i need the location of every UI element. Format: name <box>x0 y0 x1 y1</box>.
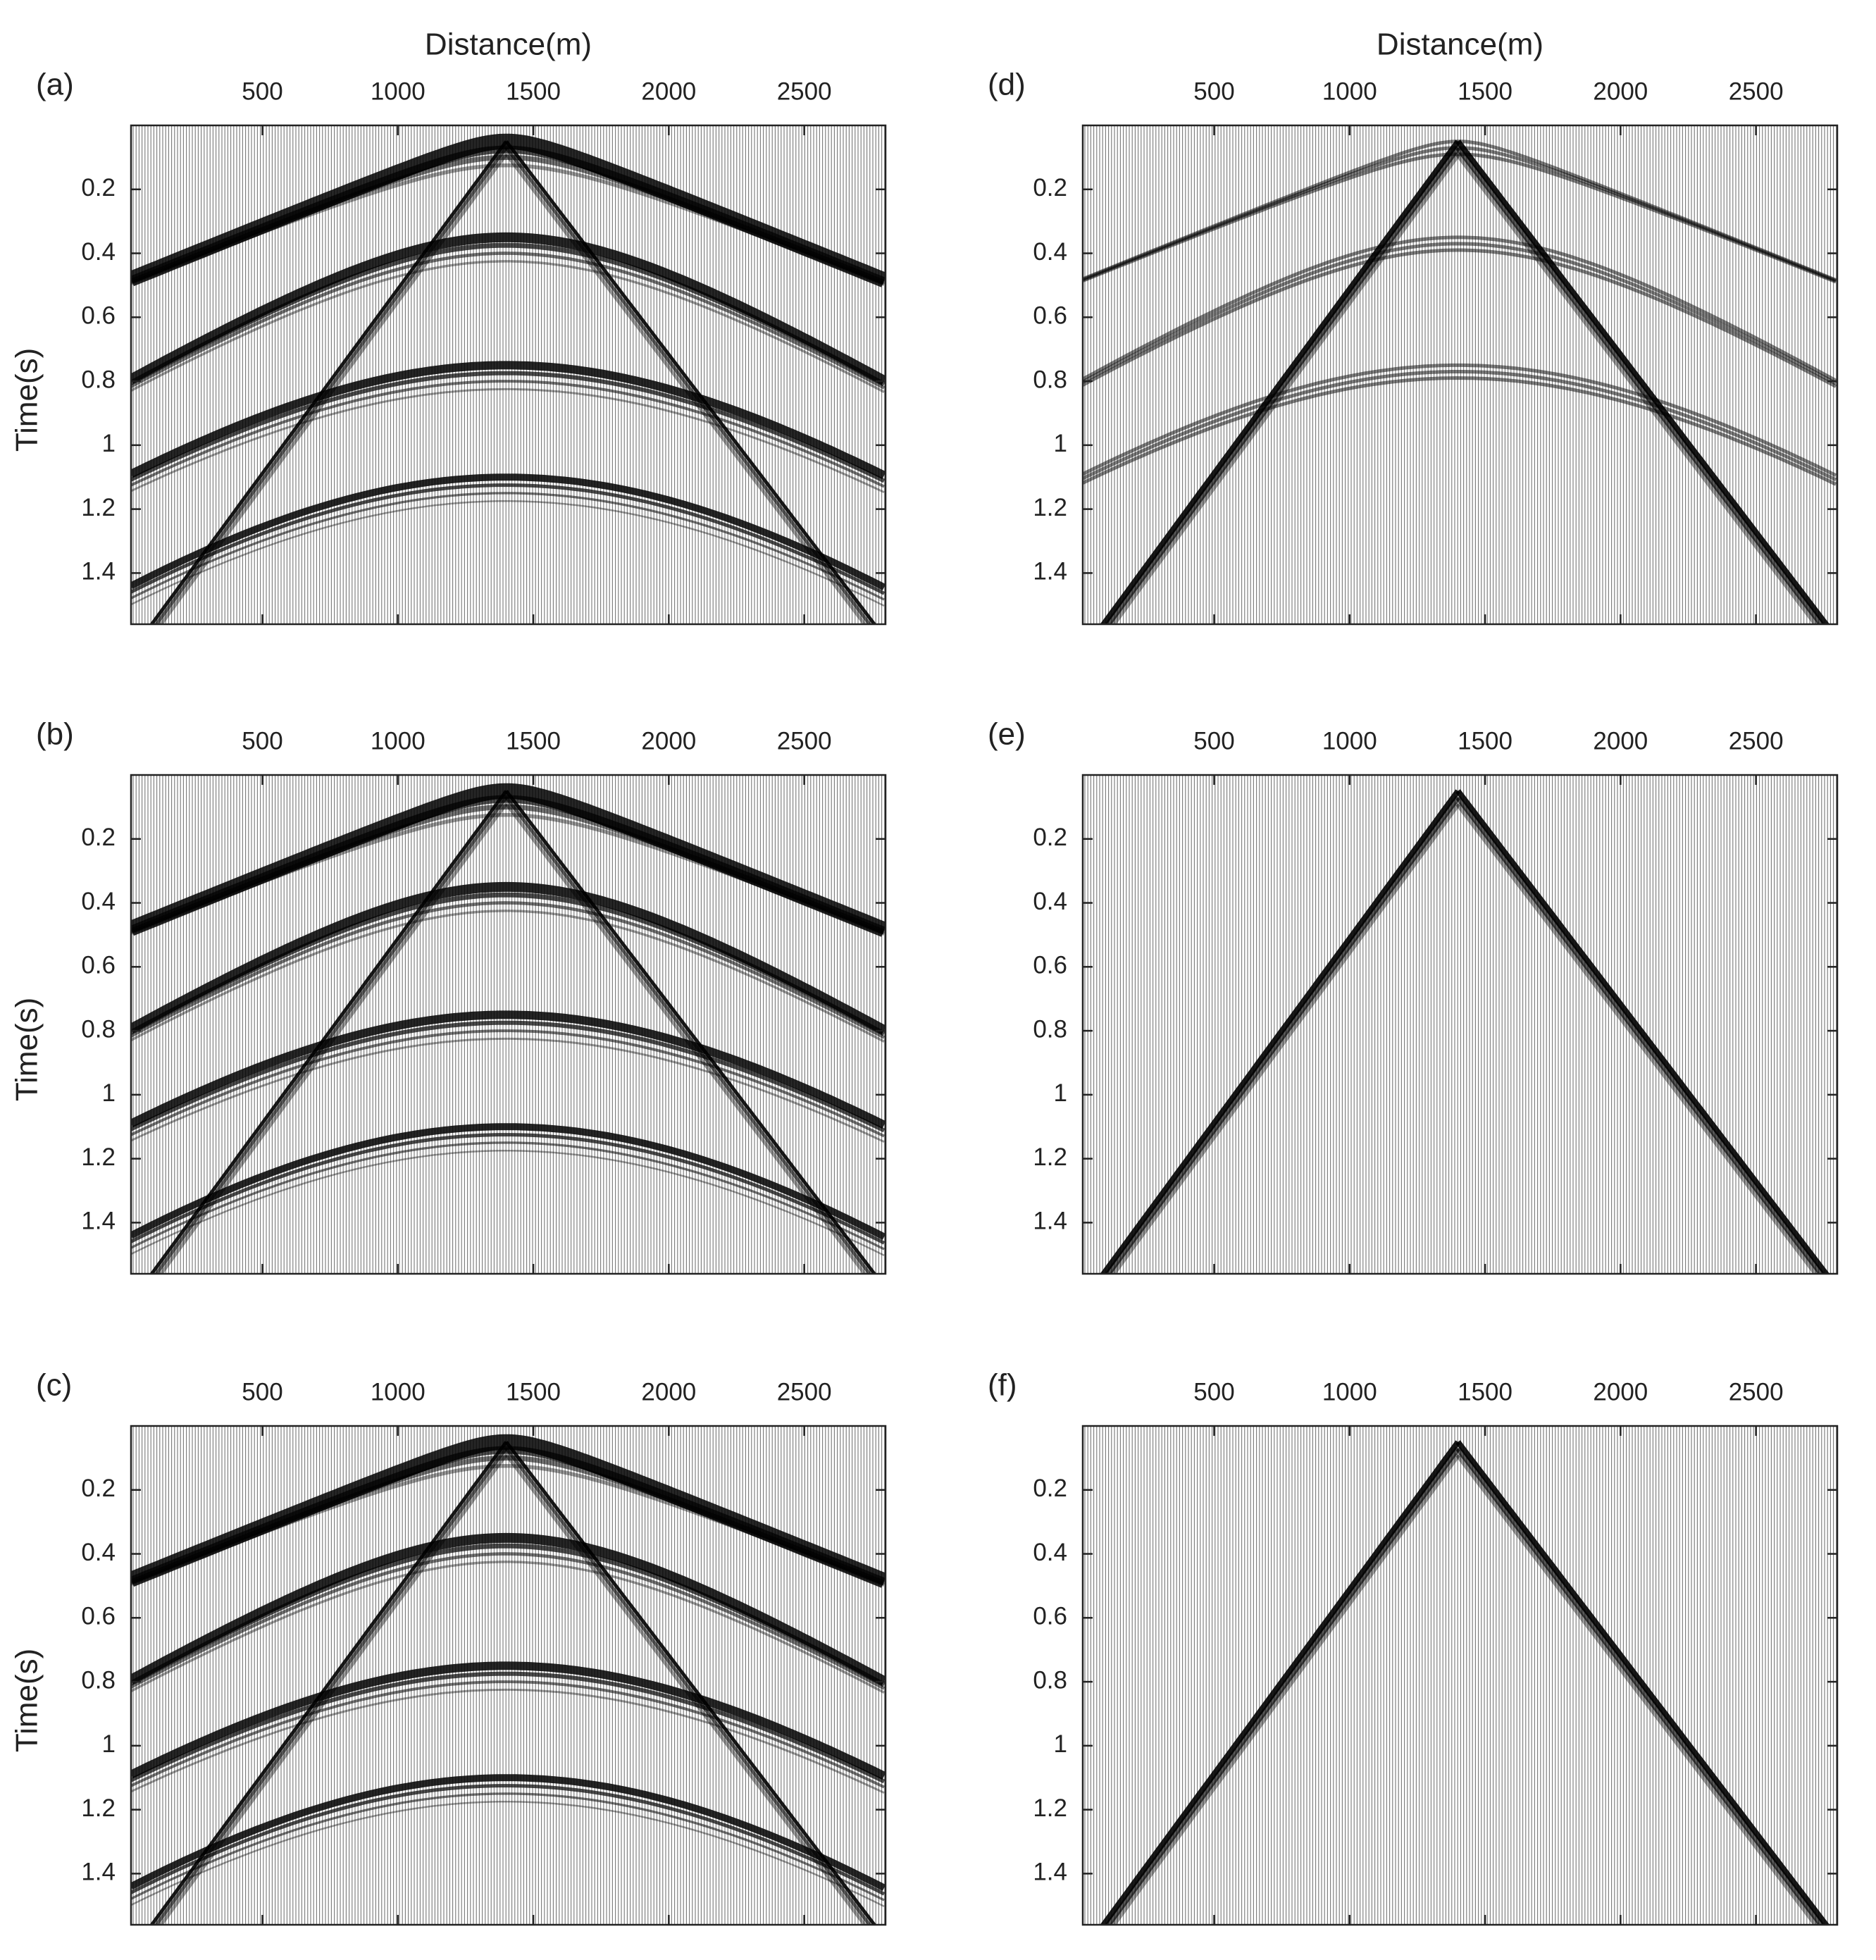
x-tick-label: 500 <box>1193 1378 1234 1406</box>
y-axis-label: Time(s) <box>10 998 44 1101</box>
y-tick-label: 1.2 <box>81 494 116 521</box>
seismic-section <box>1083 125 1837 624</box>
x-tick-label: 500 <box>242 727 282 755</box>
y-tick-label: 0.8 <box>1033 366 1067 393</box>
y-tick-label: 1.4 <box>1033 1859 1067 1886</box>
x-tick-label: 1500 <box>1458 727 1512 755</box>
x-tick-label: 1000 <box>1322 1378 1377 1406</box>
axes-frame <box>1081 1425 1839 1926</box>
y-tick-label: 1.4 <box>81 1859 116 1886</box>
y-tick-label: 1 <box>102 430 116 457</box>
x-tick-label: 2500 <box>1729 77 1784 105</box>
y-tick-label: 0.6 <box>81 952 116 979</box>
y-tick-label: 1 <box>1054 430 1067 457</box>
x-tick-label: 1500 <box>506 77 561 105</box>
y-tick-label: 0.8 <box>81 366 116 393</box>
axes-frame <box>130 1425 887 1926</box>
x-tick-label: 1500 <box>1458 1378 1512 1406</box>
x-tick-label: 2500 <box>777 77 832 105</box>
y-axis-label: Time(s) <box>10 1649 44 1752</box>
axes-frame <box>130 124 887 626</box>
x-tick-label: 2000 <box>641 727 696 755</box>
y-tick-label: 0.8 <box>81 1015 116 1043</box>
x-tick-label: 1500 <box>1458 77 1512 105</box>
x-tick-label: 500 <box>242 1378 282 1406</box>
x-tick-label: 2000 <box>1593 77 1648 105</box>
x-tick-label: 1500 <box>506 1378 561 1406</box>
y-tick-label: 0.6 <box>81 302 116 330</box>
x-tick-label: 2000 <box>641 77 696 105</box>
x-tick-label: 1000 <box>1322 727 1377 755</box>
x-tick-label: 1000 <box>371 727 425 755</box>
y-tick-label: 0.4 <box>81 888 116 915</box>
y-tick-label: 1.4 <box>81 1208 116 1235</box>
y-tick-label: 0.8 <box>81 1666 116 1694</box>
y-tick-label: 0.2 <box>81 174 116 201</box>
y-tick-label: 0.4 <box>1033 238 1067 266</box>
y-axis-label: Time(s) <box>10 348 44 452</box>
y-tick-label: 0.6 <box>1033 302 1067 330</box>
y-tick-label: 0.4 <box>81 1539 116 1566</box>
y-tick-label: 0.6 <box>1033 1603 1067 1630</box>
y-tick-label: 1.4 <box>1033 1208 1067 1235</box>
x-tick-label: 1000 <box>1322 77 1377 105</box>
y-tick-label: 1 <box>102 1079 116 1107</box>
seismic-section <box>1084 1426 1837 1925</box>
axes-frame <box>1081 124 1839 626</box>
x-tick-label: 500 <box>1193 727 1234 755</box>
y-tick-label: 0.8 <box>1033 1666 1067 1694</box>
seismic-section <box>131 1426 886 1925</box>
panel-label: (f) <box>988 1368 1017 1403</box>
y-tick-label: 1.2 <box>81 1794 116 1822</box>
panel-label: (a) <box>36 68 74 102</box>
panel-label: (c) <box>36 1368 72 1403</box>
x-tick-label: 500 <box>242 77 282 105</box>
panel-label: (d) <box>988 68 1026 102</box>
seismic-section <box>131 775 886 1274</box>
y-tick-label: 0.6 <box>81 1603 116 1630</box>
y-tick-label: 1.2 <box>1033 1794 1067 1822</box>
y-tick-label: 0.2 <box>1033 1475 1067 1502</box>
y-tick-label: 0.2 <box>81 824 116 851</box>
x-tick-label: 2500 <box>1729 1378 1784 1406</box>
x-tick-label: 1500 <box>506 727 561 755</box>
y-tick-label: 0.4 <box>1033 1539 1067 1566</box>
y-tick-label: 0.8 <box>1033 1015 1067 1043</box>
axes-frame <box>1081 774 1839 1275</box>
y-tick-label: 0.6 <box>1033 952 1067 979</box>
x-tick-label: 2000 <box>1593 727 1648 755</box>
seismic-section <box>1084 775 1837 1274</box>
x-tick-label: 500 <box>1193 77 1234 105</box>
y-tick-label: 1.4 <box>81 558 116 585</box>
x-tick-label: 1000 <box>371 1378 425 1406</box>
y-tick-label: 1.2 <box>1033 494 1067 521</box>
y-tick-label: 1.2 <box>1033 1143 1067 1171</box>
y-tick-label: 0.2 <box>1033 824 1067 851</box>
y-tick-label: 0.2 <box>1033 174 1067 201</box>
y-tick-label: 0.2 <box>81 1475 116 1502</box>
x-tick-label: 2000 <box>641 1378 696 1406</box>
panel-label: (e) <box>988 717 1026 752</box>
y-tick-label: 1.2 <box>81 1143 116 1171</box>
axes-frame <box>130 774 887 1275</box>
x-axis-label: Distance(m) <box>425 27 592 62</box>
seismic-section <box>131 125 886 624</box>
y-tick-label: 1.4 <box>1033 558 1067 585</box>
y-tick-label: 1 <box>1054 1079 1067 1107</box>
y-tick-label: 0.4 <box>81 238 116 266</box>
panel-label: (b) <box>36 717 74 752</box>
x-tick-label: 2500 <box>777 1378 832 1406</box>
x-tick-label: 2000 <box>1593 1378 1648 1406</box>
x-axis-label: Distance(m) <box>1377 27 1543 62</box>
x-tick-label: 1000 <box>371 77 425 105</box>
x-tick-label: 2500 <box>777 727 832 755</box>
x-tick-label: 2500 <box>1729 727 1784 755</box>
y-tick-label: 0.4 <box>1033 888 1067 915</box>
y-tick-label: 1 <box>102 1730 116 1758</box>
y-tick-label: 1 <box>1054 1730 1067 1758</box>
